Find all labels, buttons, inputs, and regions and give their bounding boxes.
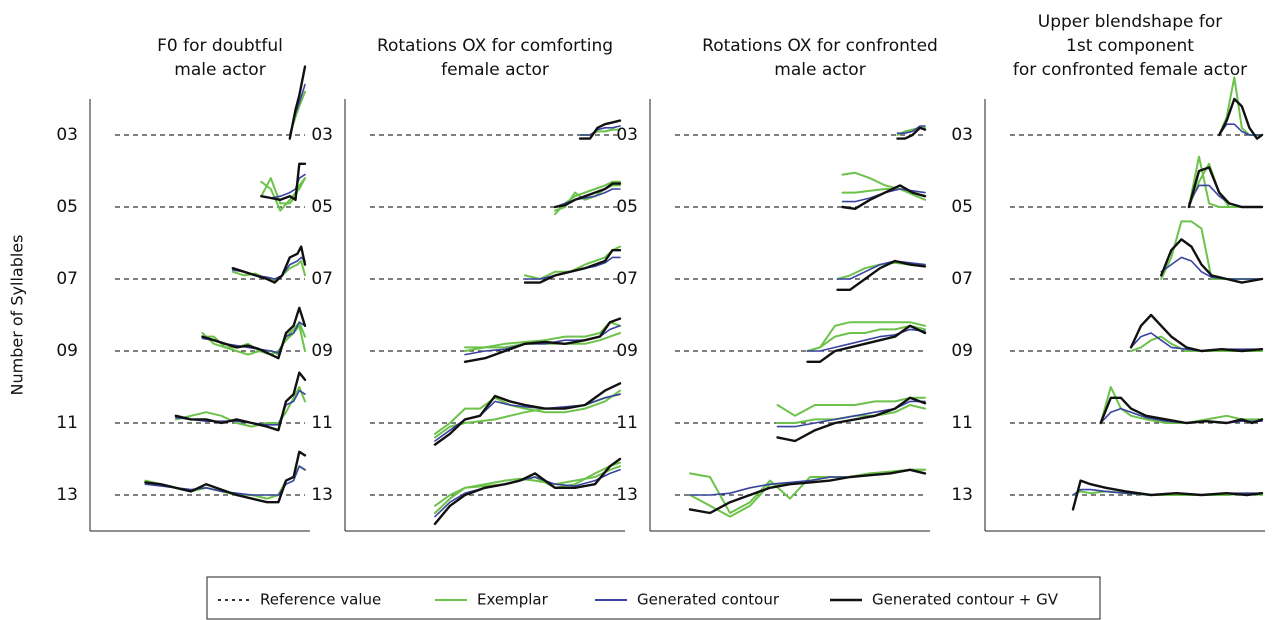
exemplar-line <box>806 324 926 352</box>
generated-gv-line <box>553 182 622 209</box>
y-tick-label: 05 <box>311 197 333 217</box>
panel-title: Rotations OX for comforting <box>377 36 613 56</box>
y-tick-label: 03 <box>951 125 973 145</box>
generated-gv-line <box>1218 97 1264 140</box>
generated-gv-line <box>288 65 307 140</box>
legend-box <box>206 576 1101 620</box>
y-tick-label: 11 <box>311 413 333 433</box>
exemplar-line <box>579 128 621 136</box>
exemplar-line <box>260 177 306 205</box>
exemplar-line <box>841 188 926 201</box>
exemplar-line <box>434 389 621 435</box>
generated-gv-line <box>1187 166 1264 209</box>
generated-gv-line <box>174 371 307 432</box>
legend-label: Reference value <box>260 591 381 609</box>
generated-line <box>1160 256 1263 280</box>
generated-gv-line <box>776 396 927 443</box>
generated-line <box>1188 184 1263 208</box>
y-tick-label: 11 <box>951 413 973 433</box>
generated-gv-line <box>144 450 307 504</box>
generated-line <box>776 400 926 428</box>
exemplar-line <box>260 177 306 212</box>
y-tick-label: 09 <box>951 341 973 361</box>
y-tick-label: 13 <box>311 485 333 505</box>
exemplar-line <box>776 396 926 417</box>
y-tick-label: 05 <box>951 197 973 217</box>
panel-title: male actor <box>774 60 865 80</box>
y-tick-label: 03 <box>311 125 333 145</box>
y-tick-label: 13 <box>616 485 638 505</box>
generated-gv-line <box>231 245 307 284</box>
generated-line <box>836 260 926 280</box>
y-axis-label: Number of Syllables <box>8 235 27 396</box>
y-tick-label: 07 <box>56 269 78 289</box>
generated-gv-line <box>688 468 927 515</box>
generated-gv-line <box>1071 479 1264 511</box>
exemplar-line <box>689 468 926 514</box>
panel-title: Rotations OX for confronted <box>702 36 938 56</box>
panel-title: 1st component <box>1066 36 1194 56</box>
legend-label: Generated contour <box>637 591 780 609</box>
exemplar-line <box>434 465 621 507</box>
generated-gv-line <box>806 324 927 363</box>
y-tick-label: 07 <box>951 269 973 289</box>
generated-gv-line <box>1129 313 1264 353</box>
y-tick-label: 03 <box>616 125 638 145</box>
generated-line <box>1130 332 1263 352</box>
generated-gv-line <box>433 457 622 525</box>
y-tick-label: 13 <box>951 485 973 505</box>
y-tick-label: 05 <box>616 197 638 217</box>
generated-gv-line <box>841 184 927 210</box>
generated-line <box>554 188 621 208</box>
panel-title: male actor <box>174 60 265 80</box>
exemplar-line <box>201 321 306 356</box>
generated-line <box>896 125 926 134</box>
generated-gv-line <box>1099 396 1264 425</box>
legend-label: Exemplar <box>477 591 549 609</box>
y-tick-label: 13 <box>56 485 78 505</box>
exemplar-line <box>1099 386 1263 424</box>
panel-title: for confronted female actor <box>1013 60 1247 80</box>
generated-line <box>806 328 926 352</box>
legend-label: Generated contour + GV <box>872 591 1059 609</box>
panel-title: F0 for doubtful <box>157 36 283 56</box>
generated-line <box>579 125 621 136</box>
y-tick-label: 11 <box>56 413 78 433</box>
y-tick-label: 09 <box>616 341 638 361</box>
panel-title: female actor <box>441 60 549 80</box>
exemplar-line <box>806 321 926 352</box>
generated-gv-line <box>1160 238 1264 284</box>
y-tick-label: 05 <box>56 197 78 217</box>
generated-gv-line <box>201 306 307 360</box>
y-tick-label: 07 <box>311 269 333 289</box>
y-tick-label: 11 <box>616 413 638 433</box>
generated-gv-line <box>523 249 622 284</box>
y-tick-label: 07 <box>616 269 638 289</box>
y-tick-label: 09 <box>311 341 333 361</box>
generated-gv-line <box>896 126 927 140</box>
generated-gv-line <box>260 162 307 201</box>
generated-gv-line <box>836 259 927 291</box>
y-tick-label: 03 <box>56 125 78 145</box>
exemplar-line <box>1160 220 1263 280</box>
panel-title: Upper blendshape for <box>1038 12 1223 32</box>
generated-gv-line <box>463 317 622 363</box>
generated-gv-line <box>578 119 622 140</box>
generated-gv-line <box>433 382 622 446</box>
y-tick-label: 09 <box>56 341 78 361</box>
generated-line <box>1218 123 1263 136</box>
